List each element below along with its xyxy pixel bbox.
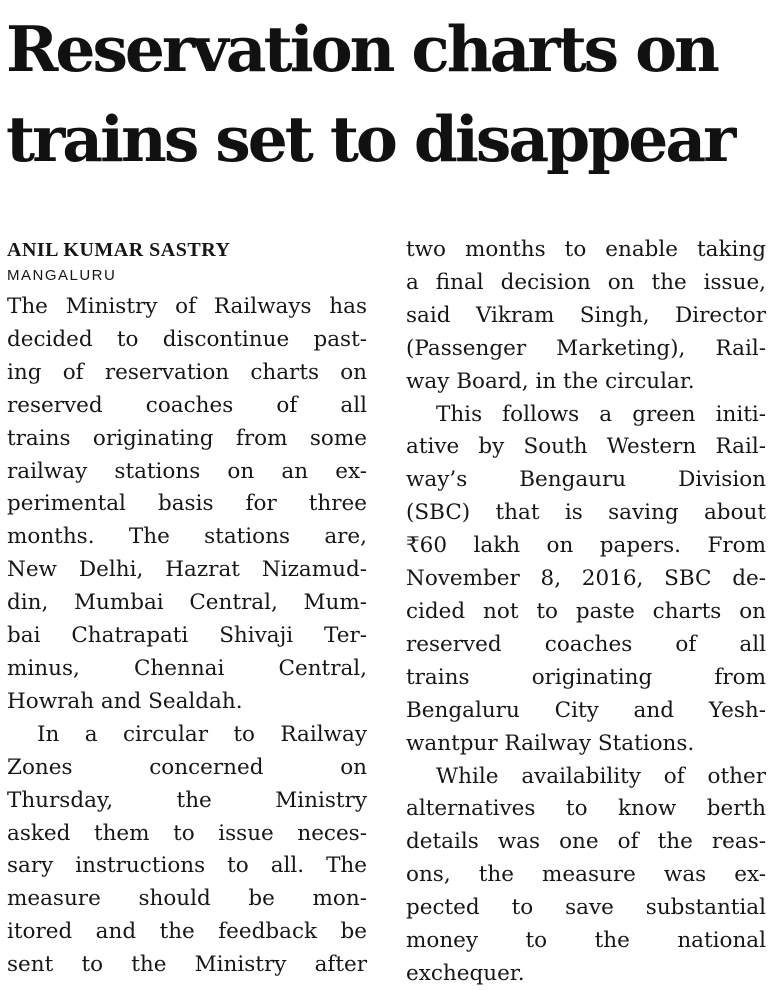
headline: Reservation charts on trains set to disa…: [6, 4, 766, 184]
body-text-line: months. The stations are,: [7, 524, 367, 550]
body-text-line: a final decision on the issue,: [406, 269, 766, 295]
body-text-line: trains originating from some: [7, 425, 367, 451]
body-text-line: ons, the measure was ex-: [406, 862, 766, 888]
body-text-line: said Vikram Singh, Director: [406, 302, 766, 328]
body-text-line: reserved coaches of all: [406, 631, 766, 657]
body-text-line: decided to discontinue past-: [7, 326, 367, 352]
body-text-line: Howrah and Sealdah.: [7, 688, 243, 714]
body-text-line: alternatives to know berth: [406, 796, 766, 822]
body-text-line: wantpur Railway Stations.: [406, 730, 695, 756]
body-text-line: Bengaluru City and Yesh-: [406, 697, 766, 723]
body-text-line: measure should be mon-: [7, 886, 367, 912]
body-text-line: New Delhi, Hazrat Nizamud-: [7, 557, 367, 583]
body-text-line: way Board, in the circular.: [406, 368, 695, 394]
body-text-line: railway stations on an ex-: [7, 458, 367, 484]
body-text-line: pected to save substantial: [406, 895, 766, 921]
body-text-line: sent to the Ministry after: [7, 952, 367, 978]
body-text-line: (SBC) that is saving about: [406, 500, 766, 526]
body-text-line: two months to enable taking: [406, 237, 766, 262]
body-text-line: ing of reservation charts on: [7, 359, 367, 385]
body-text-line: The Ministry of Railways has: [7, 294, 367, 319]
body-text-line: way’s Bengauru Division: [406, 467, 766, 493]
body-text-line: asked them to issue neces-: [7, 820, 367, 846]
headline-line-2: trains set to disappear: [6, 102, 736, 176]
body-text-line: (Passenger Marketing), Rail-: [406, 335, 766, 361]
article-column-left: ANIL KUMAR SASTRY MANGALURU The Ministry…: [7, 234, 367, 982]
body-text-line: minus, Chennai Central,: [7, 655, 367, 681]
body-text-line: money to the national: [406, 928, 766, 954]
body-text-line: exchequer.: [406, 960, 525, 986]
body-text-line: cided not to paste charts on: [406, 598, 766, 624]
headline-line-1: Reservation charts on: [6, 12, 720, 86]
body-text-line: Thursday, the Ministry: [7, 787, 367, 813]
body-text-line: ₹60 lakh on papers. From: [406, 533, 766, 559]
body-text-line: While availability of other: [436, 763, 766, 789]
body-text-line: November 8, 2016, SBC de-: [406, 566, 766, 592]
body-text-line: In a circular to Railway: [37, 721, 367, 747]
dateline: MANGALURU: [7, 267, 117, 284]
body-text-line: itored and the feedback be: [7, 919, 367, 945]
body-text-line: details was one of the reas-: [406, 829, 766, 855]
body-text-line: Zones concerned on: [7, 754, 367, 780]
body-text-line: reserved coaches of all: [7, 392, 367, 418]
body-text-line: perimental basis for three: [7, 491, 367, 517]
body-text-line: din, Mumbai Central, Mum-: [7, 590, 367, 616]
body-text-line: bai Chatrapati Shivaji Ter-: [7, 623, 367, 649]
article-column-right: two months to enable taking a final decis…: [406, 234, 766, 991]
body-text-line: This follows a green initi-: [436, 401, 766, 427]
body-text-line: sary instructions to all. The: [7, 853, 367, 879]
byline: ANIL KUMAR SASTRY: [7, 239, 231, 261]
body-text-line: trains originating from: [406, 664, 766, 690]
body-text-line: ative by South Western Rail-: [406, 434, 766, 460]
